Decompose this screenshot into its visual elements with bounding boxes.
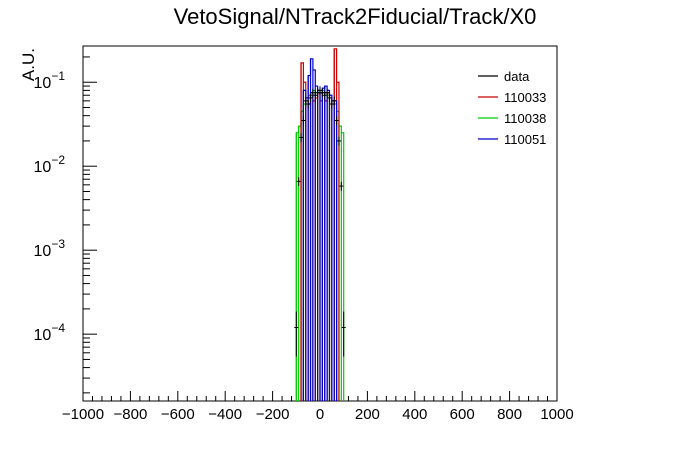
series-110051 bbox=[302, 58, 338, 401]
chart-title: VetoSignal/NTrack2Fiducial/Track/X0 bbox=[174, 4, 537, 29]
x-tick-label: 1000 bbox=[540, 406, 573, 423]
y-tick-label: 10−4 bbox=[34, 321, 66, 344]
y-tick-base: 10 bbox=[34, 159, 52, 176]
x-tick-label: −1000 bbox=[62, 406, 104, 423]
x-tick-label: 0 bbox=[316, 406, 324, 423]
legend-label-110038: 110038 bbox=[504, 111, 546, 126]
series-data bbox=[294, 86, 346, 357]
x-tick-label: 400 bbox=[402, 406, 427, 423]
x-tick-label: 200 bbox=[355, 406, 380, 423]
y-tick-exponent: −2 bbox=[51, 153, 65, 167]
y-tick-base: 10 bbox=[34, 327, 52, 344]
x-tick-label: −800 bbox=[114, 406, 148, 423]
y-tick-exponent: −4 bbox=[51, 321, 65, 335]
x-tick-label: −200 bbox=[256, 406, 290, 423]
y-tick-exponent: −1 bbox=[51, 69, 65, 83]
x-tick-label: −600 bbox=[161, 406, 195, 423]
y-tick-exponent: −3 bbox=[51, 237, 65, 251]
legend-label-110051: 110051 bbox=[504, 132, 546, 147]
y-tick-label: 10−3 bbox=[34, 237, 66, 260]
y-tick-base: 10 bbox=[34, 75, 52, 92]
x-tick-label: 600 bbox=[450, 406, 475, 423]
x-tick-label: −400 bbox=[208, 406, 242, 423]
y-tick-label: 10−1 bbox=[34, 69, 66, 92]
y-tick-label: 10−2 bbox=[34, 153, 66, 176]
x-tick-label: 800 bbox=[497, 406, 522, 423]
y-tick-base: 10 bbox=[34, 243, 52, 260]
legend: data 110033 110038 110051 bbox=[478, 69, 546, 147]
y-axis-label: A.U. bbox=[19, 48, 38, 81]
legend-label-110033: 110033 bbox=[504, 90, 546, 105]
legend-label-data: data bbox=[504, 69, 530, 84]
series-layer bbox=[294, 48, 346, 401]
axis-ticks: −1000 −800 −600 −400 −200 0 200 400 600 800 1000 10… bbox=[34, 56, 574, 423]
